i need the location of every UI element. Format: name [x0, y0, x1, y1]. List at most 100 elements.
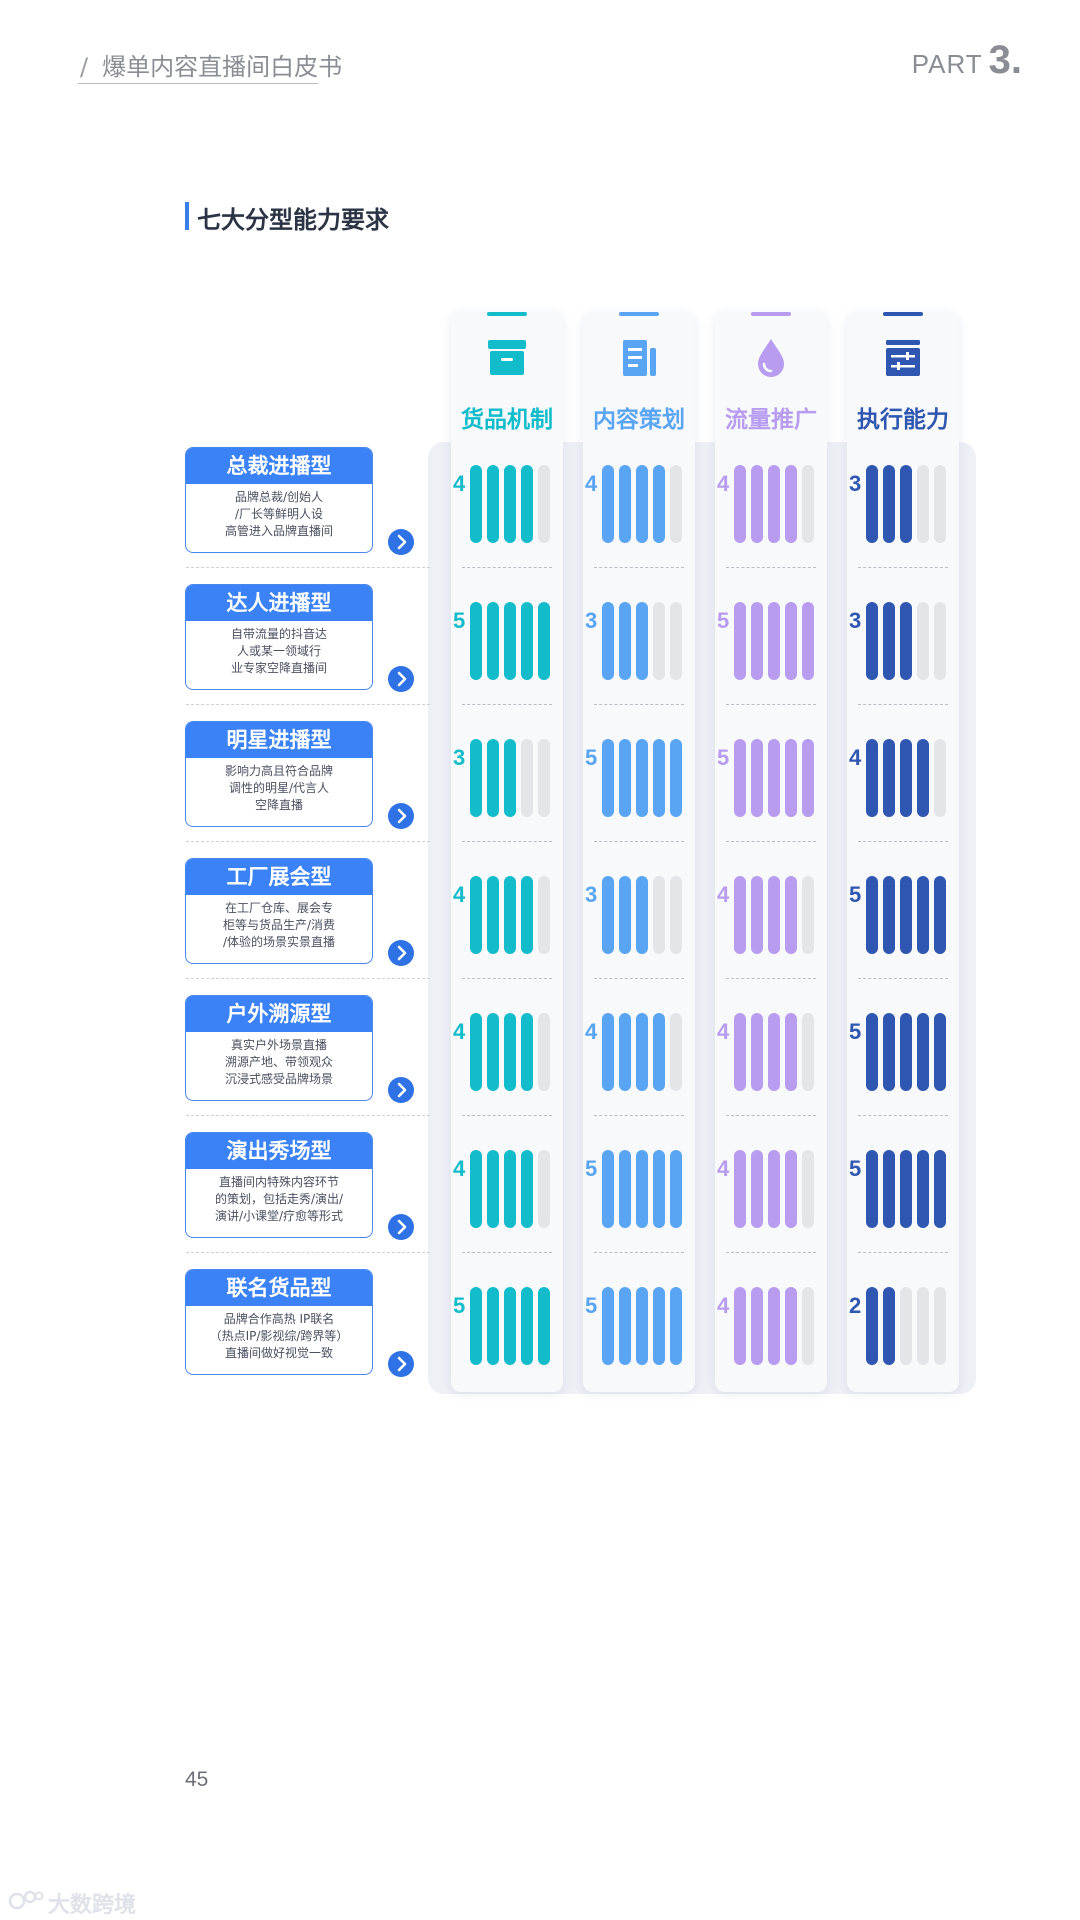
- score-bar-filled: [538, 1287, 550, 1365]
- score-bar-filled: [900, 602, 912, 680]
- score-value-content: 4: [585, 471, 598, 496]
- score-bar-filled: [866, 1013, 878, 1091]
- score-bar-empty: [538, 1150, 550, 1228]
- score-bar-filled: [521, 1287, 533, 1365]
- score-bar-filled: [636, 1150, 648, 1228]
- score-bar-filled: [602, 876, 614, 954]
- chevron-right-icon[interactable]: [388, 940, 414, 966]
- chevron-right-icon[interactable]: [388, 803, 414, 829]
- score-bar-filled: [521, 876, 533, 954]
- score-bar-filled: [470, 1013, 482, 1091]
- score-bar-empty: [670, 876, 682, 954]
- chevron-right-icon[interactable]: [388, 666, 414, 692]
- score-bar-filled: [802, 739, 814, 817]
- column-title: 流量推广: [725, 407, 817, 433]
- score-bar-filled: [636, 876, 648, 954]
- cell-separator: [462, 567, 552, 568]
- row-label-card-outdoor: 户外溯源型 真实户外场景直播 溯源产地、带领观众 沉浸式感受品牌场景: [185, 995, 373, 1101]
- score-bar-filled: [768, 465, 780, 543]
- score-bar-filled: [470, 739, 482, 817]
- cell-separator: [594, 1252, 684, 1253]
- score-bars-execution: [866, 739, 956, 817]
- score-value-goods: 5: [453, 1293, 466, 1318]
- score-bars-goods: [470, 739, 560, 817]
- score-value-goods: 4: [453, 471, 466, 496]
- score-bar-filled: [768, 1150, 780, 1228]
- score-bar-filled: [734, 1150, 746, 1228]
- score-bar-filled: [504, 1287, 516, 1365]
- row-label-description: 品牌总裁/创始人/厂长等鲜明人设 高管进入品牌直播间: [186, 484, 372, 540]
- score-bar-filled: [866, 465, 878, 543]
- score-value-traffic: 4: [717, 471, 730, 496]
- score-bar-filled: [934, 1150, 946, 1228]
- description-line: 高管进入品牌直播间: [224, 524, 333, 538]
- chevron-right-icon[interactable]: [388, 1077, 414, 1103]
- cell-separator: [858, 704, 948, 705]
- score-bar-filled: [602, 602, 614, 680]
- score-bar-filled: [751, 739, 763, 817]
- chevron-right-icon[interactable]: [388, 529, 414, 555]
- cell-separator: [858, 1252, 948, 1253]
- score-bars-content: [602, 1287, 692, 1365]
- score-bar-filled: [487, 1013, 499, 1091]
- row-label-title: 总裁进播型: [186, 448, 372, 484]
- score-bars-execution: [866, 876, 956, 954]
- row-separator: [186, 978, 430, 979]
- score-bar-empty: [670, 1013, 682, 1091]
- column-accent-line: [883, 312, 923, 316]
- score-value-goods: 4: [453, 1019, 466, 1044]
- score-bars-goods: [470, 602, 560, 680]
- score-bar-filled: [866, 876, 878, 954]
- score-bar-filled: [602, 1013, 614, 1091]
- score-value-execution: 4: [849, 745, 862, 770]
- watermark-logo-icon: [8, 1890, 44, 1910]
- row-label-card-influencer: 达人进播型 自带流量的抖音达 人或某一领域行 业专家空降直播间: [185, 584, 373, 690]
- score-bar-filled: [866, 1150, 878, 1228]
- document-icon: [623, 340, 656, 376]
- score-bar-filled: [521, 465, 533, 543]
- row-label-description: 自带流量的抖音达 人或某一领域行 业专家空降直播间: [186, 621, 372, 677]
- score-bar-filled: [751, 1287, 763, 1365]
- chevron-right-icon[interactable]: [388, 1214, 414, 1240]
- score-bar-filled: [734, 739, 746, 817]
- column-accent-line: [487, 312, 527, 316]
- score-bars-goods: [470, 465, 560, 543]
- row-separator: [186, 567, 430, 568]
- score-bar-filled: [768, 1013, 780, 1091]
- score-bar-filled: [504, 465, 516, 543]
- score-bar-filled: [670, 739, 682, 817]
- score-bars-traffic: [734, 739, 824, 817]
- score-bar-filled: [636, 1287, 648, 1365]
- score-bar-filled: [768, 602, 780, 680]
- score-bars-traffic: [734, 876, 824, 954]
- score-bar-filled: [734, 602, 746, 680]
- score-bar-filled: [883, 1150, 895, 1228]
- score-value-goods: 3: [453, 745, 466, 770]
- score-bar-filled: [487, 1150, 499, 1228]
- score-bar-empty: [802, 1150, 814, 1228]
- score-value-content: 4: [585, 1019, 598, 1044]
- column-title: 货品机制: [461, 407, 553, 433]
- score-value-goods: 5: [453, 608, 466, 633]
- score-bar-filled: [900, 739, 912, 817]
- document-title-text: 爆单内容直播间白皮书: [102, 53, 343, 81]
- score-bar-filled: [602, 465, 614, 543]
- cell-separator: [594, 978, 684, 979]
- description-line: 品牌合作高热 IP联名: [223, 1312, 335, 1326]
- score-bar-filled: [670, 1150, 682, 1228]
- score-bar-filled: [785, 1287, 797, 1365]
- score-bar-filled: [504, 1013, 516, 1091]
- score-bar-filled: [866, 602, 878, 680]
- box-icon: [488, 340, 526, 375]
- row-label-card-celebrity: 明星进播型 影响力高且符合品牌 调性的明星/代言人 空降直播: [185, 721, 373, 827]
- header-underline: [78, 83, 318, 84]
- cell-separator: [726, 978, 816, 979]
- score-bar-filled: [734, 1287, 746, 1365]
- score-bars-execution: [866, 602, 956, 680]
- score-value-execution: 5: [849, 1019, 862, 1044]
- score-bar-empty: [538, 876, 550, 954]
- score-value-traffic: 4: [717, 1019, 730, 1044]
- chevron-right-icon[interactable]: [388, 1351, 414, 1377]
- score-value-content: 5: [585, 1293, 598, 1318]
- score-bar-filled: [602, 739, 614, 817]
